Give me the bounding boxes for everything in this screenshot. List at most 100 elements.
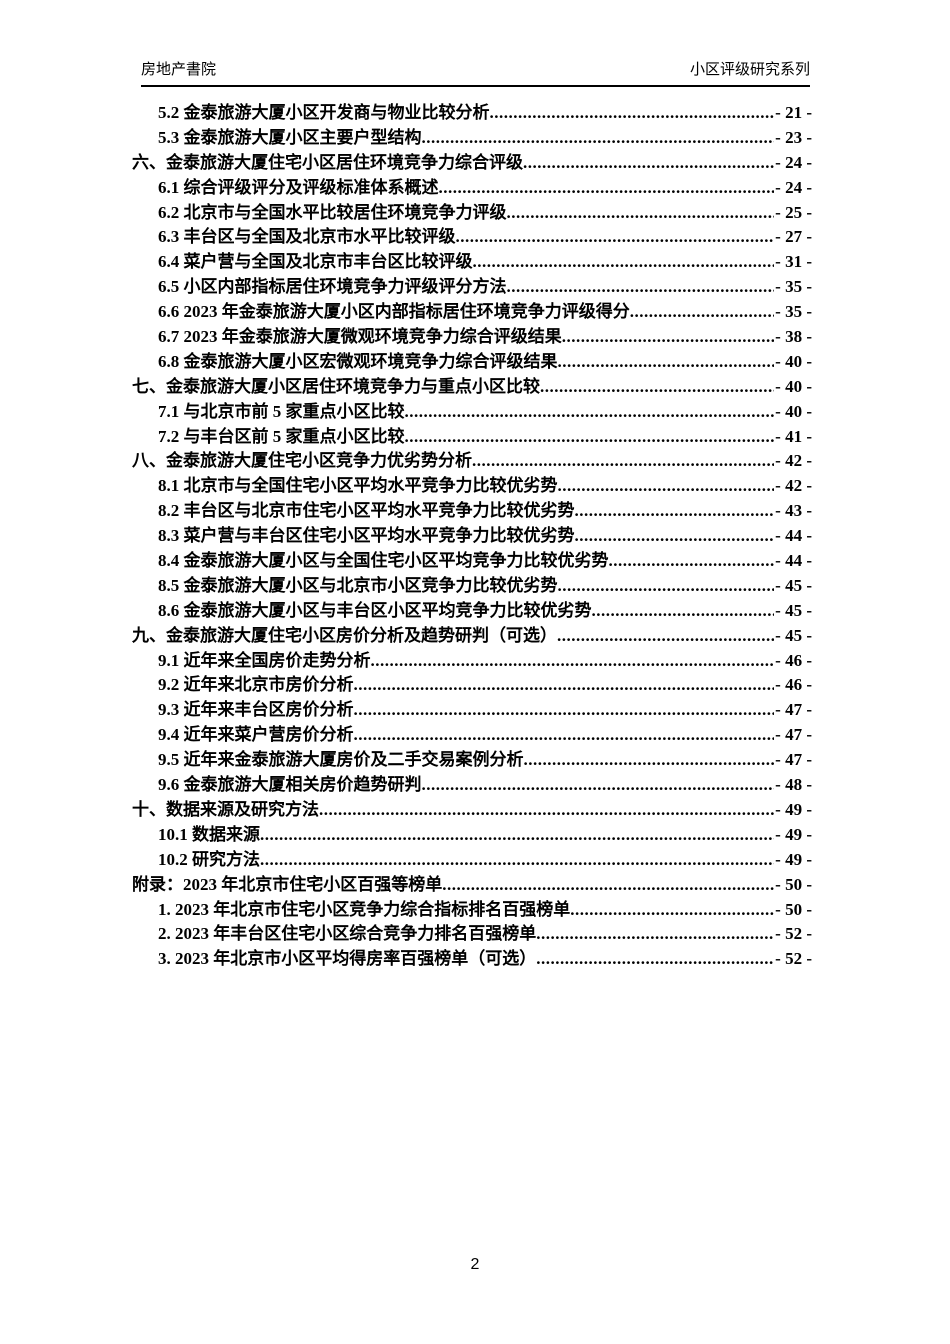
toc-entry: 附录：2023 年北京市住宅小区百强等榜单 ..................…	[132, 873, 812, 898]
toc-entry-page: - 24 -	[775, 177, 812, 197]
page-number: 2	[470, 1256, 480, 1273]
toc-entry: 9.6 金泰旅游大厦相关房价趋势研判 .....................…	[132, 773, 812, 798]
toc-entry: 7.2 与丰台区前 5 家重点小区比较 ....................…	[132, 425, 812, 450]
toc-list: 5.2 金泰旅游大厦小区开发商与物业比较分析 .................…	[132, 101, 812, 972]
toc-entry-title: 10.1 数据来源	[158, 824, 260, 844]
toc-entry-title: 9.2 近年来北京市房价分析	[158, 675, 354, 695]
toc-entry-title: 8.4 金泰旅游大厦小区与全国住宅小区平均竞争力比较优劣势	[158, 551, 609, 571]
toc-entry-page: - 40 -	[775, 376, 812, 396]
toc-dot-leader: ........................................…	[370, 650, 775, 670]
toc-entry-page: - 47 -	[775, 700, 812, 720]
toc-entry-page: - 25 -	[775, 202, 812, 222]
toc-entry-title: 8.1 北京市与全国住宅小区平均水平竞争力比较优劣势	[158, 476, 558, 496]
toc-entry: 6.5 小区内部指标居住环境竞争力评级评分方法 ................…	[132, 275, 812, 300]
toc-dot-leader: ........................................…	[608, 551, 775, 571]
toc-entry: 6.6 2023 年金泰旅游大厦小区内部指标居住环境竞争力评级得分 ......…	[132, 300, 812, 325]
toc-entry-page: - 48 -	[775, 775, 812, 795]
toc-dot-leader: ........................................…	[489, 103, 775, 122]
toc-dot-leader: ........................................…	[557, 575, 775, 595]
toc-dot-leader: ........................................…	[536, 924, 775, 944]
toc-entry-page: - 43 -	[775, 501, 812, 521]
header-right-text: 小区评级研究系列	[689, 61, 810, 78]
toc-dot-leader: ........................................…	[574, 501, 775, 521]
toc-entry-page: - 27 -	[775, 227, 812, 247]
toc-entry-page: - 47 -	[775, 725, 812, 745]
toc-entry-title: 5.3 金泰旅游大厦小区主要户型结构	[158, 127, 422, 147]
toc-entry-title: 3. 2023 年北京市小区平均得房率百强榜单（可选）	[158, 949, 537, 969]
toc-entry-page: - 49 -	[775, 824, 812, 844]
toc-dot-leader: ........................................…	[353, 700, 775, 720]
toc-entry-page: - 50 -	[775, 874, 812, 894]
toc-entry-title: 7.1 与北京市前 5 家重点小区比较	[158, 401, 405, 421]
toc-dot-leader: ........................................…	[438, 177, 775, 197]
toc-entry-page: - 45 -	[775, 625, 812, 645]
toc-entry: 8.5 金泰旅游大厦小区与北京市小区竞争力比较优劣势 .............…	[132, 574, 812, 599]
toc-entry: 6.8 金泰旅游大厦小区宏微观环境竞争力综合评级结果 .............…	[132, 350, 812, 375]
toc-dot-leader: ........................................…	[536, 949, 775, 969]
toc-dot-leader: ........................................…	[557, 625, 774, 645]
toc-dot-leader: ........................................…	[421, 775, 775, 795]
toc-entry: 8.6 金泰旅游大厦小区与丰台区小区平均竞争力比较优劣势 ...........…	[132, 599, 812, 624]
toc-entry-page: - 38 -	[775, 327, 812, 347]
toc-entry-page: - 49 -	[775, 799, 812, 819]
toc-entry-title: 6.5 小区内部指标居住环境竞争力评级评分方法	[158, 277, 507, 297]
toc-dot-leader: ........................................…	[404, 426, 775, 446]
toc-entry: 6.1 综合评级评分及评级标准体系概述 ....................…	[132, 176, 812, 201]
toc-entry: 6.2 北京市与全国水平比较居住环境竞争力评级 ................…	[132, 201, 812, 226]
toc-entry-page: - 44 -	[775, 551, 812, 571]
toc-entry: 8.2 丰台区与北京市住宅小区平均水平竞争力比较优劣势 ............…	[132, 499, 812, 524]
toc-entry-title: 9.5 近年来金泰旅游大厦房价及二手交易案例分析	[158, 750, 524, 770]
toc-entry-title: 十、数据来源及研究方法	[132, 799, 319, 819]
toc-dot-leader: ........................................…	[591, 600, 775, 620]
toc-entry: 6.3 丰台区与全国及北京市水平比较评级 ...................…	[132, 225, 812, 250]
toc-dot-leader: ........................................…	[260, 849, 775, 869]
toc-entry-title: 1. 2023 年北京市住宅小区竞争力综合指标排名百强榜单	[158, 899, 571, 919]
toc-entry-title: 6.4 菜户营与全国及北京市丰台区比较评级	[158, 252, 473, 272]
toc-entry-title: 八、金泰旅游大厦住宅小区竞争力优劣势分析	[132, 451, 472, 471]
toc-entry: 6.7 2023 年金泰旅游大厦微观环境竞争力综合评级结果 ..........…	[132, 325, 812, 350]
toc-entry-title: 六、金泰旅游大厦住宅小区居住环境竞争力综合评级	[132, 152, 523, 172]
toc-dot-leader: ........................................…	[574, 526, 775, 546]
toc-dot-leader: ........................................…	[540, 376, 774, 396]
toc-entry-title: 九、金泰旅游大厦住宅小区房价分析及趋势研判（可选）	[132, 625, 557, 645]
toc-dot-leader: ........................................…	[561, 327, 774, 347]
footer: 2	[0, 1256, 950, 1274]
toc-entry-title: 6.3 丰台区与全国及北京市水平比较评级	[158, 227, 456, 247]
toc-entry: 8.1 北京市与全国住宅小区平均水平竞争力比较优劣势 .............…	[132, 474, 812, 499]
running-header: 房地产書院 小区评级研究系列	[141, 58, 810, 87]
toc-entry: 9.1 近年来全国房价走势分析 ........................…	[132, 649, 812, 674]
toc-dot-leader: ........................................…	[506, 277, 775, 297]
toc-entry-page: - 47 -	[775, 750, 812, 770]
toc-entry-page: - 42 -	[775, 476, 812, 496]
toc-entry: 6.4 菜户营与全国及北京市丰台区比较评级 ..................…	[132, 250, 812, 275]
toc-entry-page: - 35 -	[775, 277, 812, 297]
toc-entry: 九、金泰旅游大厦住宅小区房价分析及趋势研判（可选） ..............…	[132, 624, 812, 649]
toc-entry: 9.2 近年来北京市房价分析 .........................…	[132, 673, 812, 698]
toc-entry-title: 6.6 2023 年金泰旅游大厦小区内部指标居住环境竞争力评级得分	[158, 302, 630, 322]
toc-entry: 7.1 与北京市前 5 家重点小区比较 ....................…	[132, 400, 812, 425]
toc-entry-title: 8.2 丰台区与北京市住宅小区平均水平竞争力比较优劣势	[158, 501, 575, 521]
toc-entry-page: - 49 -	[775, 849, 812, 869]
toc-entry-page: - 21 -	[775, 103, 812, 122]
toc-entry-title: 附录：2023 年北京市住宅小区百强等榜单	[132, 874, 443, 894]
toc-entry-title: 7.2 与丰台区前 5 家重点小区比较	[158, 426, 405, 446]
toc-dot-leader: ........................................…	[353, 725, 775, 745]
toc-dot-leader: ........................................…	[570, 899, 775, 919]
toc-entry-title: 8.5 金泰旅游大厦小区与北京市小区竞争力比较优劣势	[158, 575, 558, 595]
toc-entry-title: 6.1 综合评级评分及评级标准体系概述	[158, 177, 439, 197]
toc-entry-title: 6.2 北京市与全国水平比较居住环境竞争力评级	[158, 202, 507, 222]
toc-entry-page: - 41 -	[775, 426, 812, 446]
toc-entry: 1. 2023 年北京市住宅小区竞争力综合指标排名百强榜单 ..........…	[132, 898, 812, 923]
toc-dot-leader: ........................................…	[404, 401, 775, 421]
toc-entry-page: - 42 -	[775, 451, 812, 471]
toc-dot-leader: ........................................…	[523, 152, 775, 172]
toc-dot-leader: ........................................…	[353, 675, 775, 695]
toc-entry: 5.2 金泰旅游大厦小区开发商与物业比较分析 .................…	[132, 101, 812, 126]
toc-entry: 2. 2023 年丰台区住宅小区综合竞争力排名百强榜单 ............…	[132, 922, 812, 947]
toc-entry: 5.3 金泰旅游大厦小区主要户型结构 .....................…	[132, 126, 812, 151]
toc-entry-page: - 45 -	[775, 575, 812, 595]
toc-dot-leader: ........................................…	[421, 127, 775, 147]
toc-entry-title: 9.6 金泰旅游大厦相关房价趋势研判	[158, 775, 422, 795]
header-divider	[141, 85, 810, 87]
